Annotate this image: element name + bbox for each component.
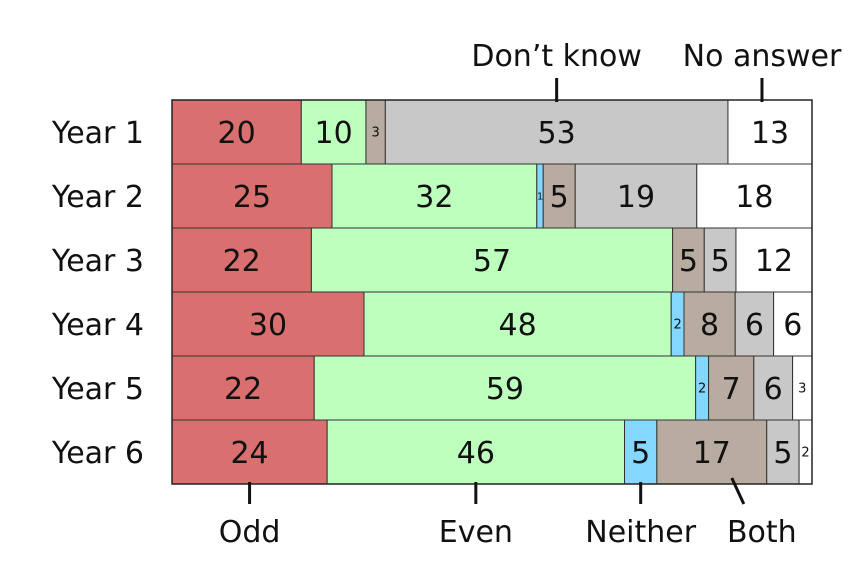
row-label-year-4: Year 4 [51,308,144,343]
bar-segment-odd-year-4 [171,291,365,357]
row-labels-group: Year 1 Year 2 Year 3 Year 4 Year 5 Year 6 [51,116,144,471]
value-label-even-year-3: 57 [473,244,511,279]
bar-segment-both-year-5 [708,355,755,421]
value-label-no-answer-year-3: 12 [755,244,793,279]
row-label-year-1: Year 1 [51,116,144,151]
bar-segment-no-answer-year-4 [773,291,813,357]
legend-group: Don’t know No answer Odd Even Neither Both [219,39,842,550]
legend-label-even: Even [439,515,513,550]
value-label-don-t-know-year-1: 53 [538,116,576,151]
bar-segment-neither-year-6 [624,419,658,485]
value-label-even-year-5: 59 [486,372,524,407]
bar-segment-don-t-know-year-1 [384,99,729,165]
value-label-even-year-2: 32 [415,180,453,215]
value-label-odd-year-3: 22 [223,244,261,279]
legend-label-no-answer: No answer [683,39,842,74]
legend-label-neither: Neither [585,515,696,550]
value-label-odd-year-4: 30 [249,308,287,343]
bar-segment-odd-year-6 [171,419,328,485]
value-label-neither-year-6: 5 [631,436,650,471]
value-label-both-year-4: 8 [700,308,719,343]
bar-segment-even-year-1 [300,99,367,165]
legend-label-both: Both [727,515,797,550]
row-label-year-6: Year 6 [51,436,144,471]
bar-segment-don-t-know-year-2 [574,163,698,229]
row-label-year-3: Year 3 [51,244,144,279]
value-label-no-answer-year-6: 2 [801,446,809,461]
bar-segment-even-year-5 [313,355,697,421]
value-label-don-t-know-year-2: 19 [617,180,655,215]
value-label-both-year-1: 3 [371,126,379,141]
bar-segment-even-year-3 [310,227,674,293]
value-label-both-year-3: 5 [679,244,698,279]
bar-segment-both-year-4 [683,291,736,357]
row-label-year-5: Year 5 [51,372,144,407]
value-label-neither-year-2: 1 [537,192,543,203]
value-label-even-year-4: 48 [499,308,537,343]
bar-segment-odd-year-1 [171,99,302,165]
bar-segment-even-year-4 [363,291,672,357]
bar-segment-don-t-know-year-6 [766,419,800,485]
bar-segment-don-t-know-year-4 [734,291,775,357]
plot-frame [171,99,813,485]
value-label-neither-year-4: 2 [673,318,681,333]
value-label-no-answer-year-1: 13 [751,116,789,151]
legend-pointer-both [730,477,746,505]
value-label-even-year-1: 10 [315,116,353,151]
legend-label-don-t-know: Don’t know [471,39,642,74]
value-label-don-t-know-year-5: 6 [764,372,783,407]
value-label-no-answer-year-5: 3 [798,382,806,397]
legend-label-odd: Odd [219,515,281,550]
value-label-no-answer-year-2: 18 [735,180,773,215]
value-label-even-year-6: 46 [457,436,495,471]
bar-segment-both-year-6 [656,419,768,485]
value-label-neither-year-5: 2 [698,382,706,397]
value-label-don-t-know-year-4: 6 [745,308,764,343]
value-label-odd-year-2: 25 [233,180,271,215]
value-label-both-year-2: 5 [550,180,569,215]
value-label-odd-year-6: 24 [230,436,268,471]
row-label-year-2: Year 2 [51,180,144,215]
value-label-don-t-know-year-3: 5 [711,244,730,279]
bar-segment-both-year-3 [672,227,705,293]
value-label-both-year-5: 7 [722,372,741,407]
bar-segment-no-answer-year-3 [735,227,813,293]
bar-segment-even-year-6 [326,419,626,485]
value-label-odd-year-1: 20 [218,116,256,151]
value-label-odd-year-5: 22 [224,372,262,407]
value-label-no-answer-year-4: 6 [783,308,802,343]
value-label-don-t-know-year-6: 5 [773,436,792,471]
bar-segment-no-answer-year-2 [696,163,813,229]
value-label-both-year-6: 17 [693,436,731,471]
